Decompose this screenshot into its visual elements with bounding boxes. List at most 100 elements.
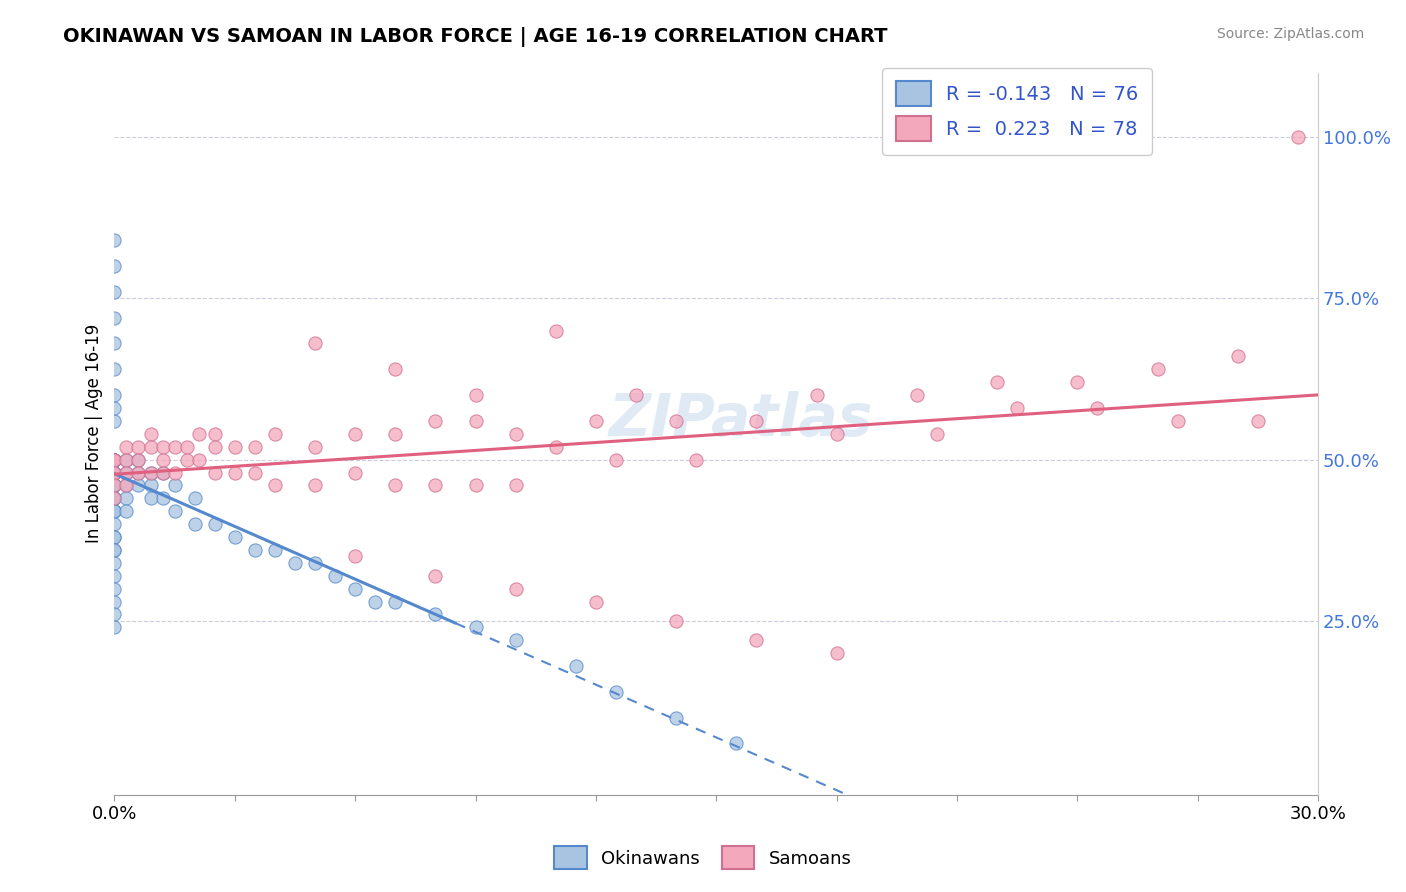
- Point: [344, 426, 367, 441]
- Point: [585, 594, 607, 608]
- Point: [103, 259, 125, 273]
- Point: [1146, 362, 1168, 376]
- Point: [139, 491, 162, 506]
- Point: [685, 452, 707, 467]
- Point: [103, 556, 125, 570]
- Point: [139, 478, 162, 492]
- Text: OKINAWAN VS SAMOAN IN LABOR FORCE | AGE 16-19 CORRELATION CHART: OKINAWAN VS SAMOAN IN LABOR FORCE | AGE …: [63, 27, 887, 46]
- Point: [103, 491, 125, 506]
- Point: [187, 426, 209, 441]
- Point: [825, 426, 848, 441]
- Point: [115, 466, 138, 480]
- Point: [163, 440, 186, 454]
- Point: [304, 478, 326, 492]
- Point: [152, 452, 174, 467]
- Point: [464, 388, 486, 402]
- Point: [115, 478, 138, 492]
- Point: [425, 414, 447, 428]
- Point: [384, 478, 406, 492]
- Point: [127, 478, 149, 492]
- Point: [986, 375, 1008, 389]
- Point: [103, 504, 125, 518]
- Point: [1247, 414, 1270, 428]
- Point: [103, 336, 125, 351]
- Point: [344, 582, 367, 596]
- Point: [224, 440, 246, 454]
- Point: [464, 620, 486, 634]
- Point: [224, 466, 246, 480]
- Point: [127, 452, 149, 467]
- Point: [344, 466, 367, 480]
- Text: Source: ZipAtlas.com: Source: ZipAtlas.com: [1216, 27, 1364, 41]
- Point: [139, 440, 162, 454]
- Point: [152, 466, 174, 480]
- Point: [103, 466, 125, 480]
- Point: [103, 568, 125, 582]
- Point: [103, 310, 125, 325]
- Point: [139, 426, 162, 441]
- Point: [605, 452, 627, 467]
- Point: [103, 620, 125, 634]
- Point: [103, 466, 125, 480]
- Point: [103, 478, 125, 492]
- Point: [103, 452, 125, 467]
- Point: [425, 478, 447, 492]
- Point: [103, 466, 125, 480]
- Point: [204, 517, 226, 532]
- Point: [384, 426, 406, 441]
- Point: [364, 594, 387, 608]
- Point: [344, 549, 367, 564]
- Point: [304, 556, 326, 570]
- Point: [1286, 130, 1309, 145]
- Point: [115, 478, 138, 492]
- Point: [127, 466, 149, 480]
- Point: [1167, 414, 1189, 428]
- Point: [163, 478, 186, 492]
- Point: [204, 426, 226, 441]
- Point: [103, 233, 125, 247]
- Point: [103, 452, 125, 467]
- Point: [139, 466, 162, 480]
- Point: [115, 466, 138, 480]
- Point: [127, 440, 149, 454]
- Point: [464, 478, 486, 492]
- Point: [163, 466, 186, 480]
- Point: [304, 440, 326, 454]
- Point: [103, 517, 125, 532]
- Point: [127, 466, 149, 480]
- Point: [103, 452, 125, 467]
- Point: [103, 414, 125, 428]
- Point: [585, 414, 607, 428]
- Point: [187, 452, 209, 467]
- Point: [1005, 401, 1028, 415]
- Point: [264, 543, 287, 558]
- Point: [176, 452, 198, 467]
- Point: [115, 440, 138, 454]
- Point: [103, 388, 125, 402]
- Point: [127, 452, 149, 467]
- Point: [505, 582, 527, 596]
- Point: [544, 440, 567, 454]
- Point: [243, 440, 266, 454]
- Point: [103, 466, 125, 480]
- Point: [665, 711, 688, 725]
- Point: [103, 478, 125, 492]
- Legend: Okinawans, Samoans: Okinawans, Samoans: [546, 838, 860, 879]
- Point: [139, 466, 162, 480]
- Point: [204, 440, 226, 454]
- Point: [103, 452, 125, 467]
- Point: [103, 504, 125, 518]
- Point: [323, 568, 346, 582]
- Point: [115, 452, 138, 467]
- Point: [103, 543, 125, 558]
- Point: [115, 491, 138, 506]
- Point: [505, 478, 527, 492]
- Point: [152, 491, 174, 506]
- Point: [103, 452, 125, 467]
- Point: [103, 452, 125, 467]
- Point: [103, 530, 125, 544]
- Point: [183, 517, 205, 532]
- Point: [384, 594, 406, 608]
- Point: [544, 324, 567, 338]
- Point: [665, 614, 688, 628]
